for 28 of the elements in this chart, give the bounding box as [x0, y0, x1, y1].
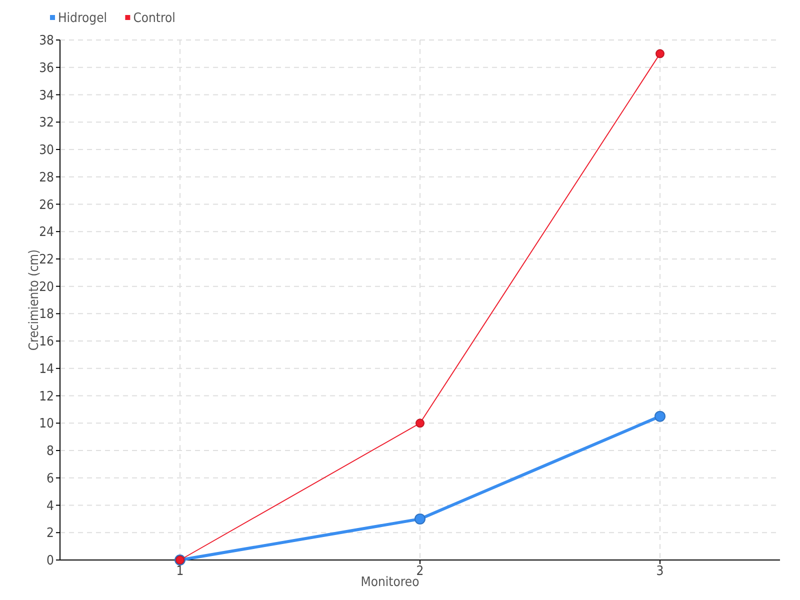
- legend-label: Control: [133, 11, 176, 26]
- y-tick-label: 30: [39, 143, 54, 158]
- x-tick-label: 3: [656, 564, 664, 579]
- y-tick-label: 2: [46, 526, 54, 542]
- y-tick-label: 32: [39, 116, 54, 131]
- point: [414, 513, 426, 524]
- y-tick-label: 34: [39, 88, 54, 104]
- y-tick-label: 16: [39, 334, 54, 350]
- y-tick-label: 4: [46, 498, 54, 514]
- y-tick-label: 18: [39, 307, 54, 322]
- x-tick-label: 1: [176, 564, 184, 579]
- y-tick-label: 10: [39, 416, 54, 432]
- y-tick-label: 6: [46, 471, 54, 486]
- point: [656, 49, 664, 58]
- y-tick-label: 24: [39, 225, 54, 240]
- y-tick-label: 38: [39, 34, 54, 49]
- y-tick-label: 8: [46, 444, 54, 460]
- y-tick-label: 22: [39, 252, 54, 268]
- y-tick-label: 0: [46, 554, 54, 569]
- point: [654, 410, 666, 422]
- y-tick-label: 20: [39, 280, 54, 295]
- y-tick-label: 12: [39, 389, 54, 404]
- y-tick-label: 26: [39, 198, 54, 213]
- y-tick-label: 36: [39, 60, 54, 76]
- legend-label: Hidrogel: [58, 11, 108, 26]
- y-tick-label: 14: [39, 362, 54, 377]
- y-tick-label: 28: [39, 170, 54, 186]
- point: [416, 418, 424, 428]
